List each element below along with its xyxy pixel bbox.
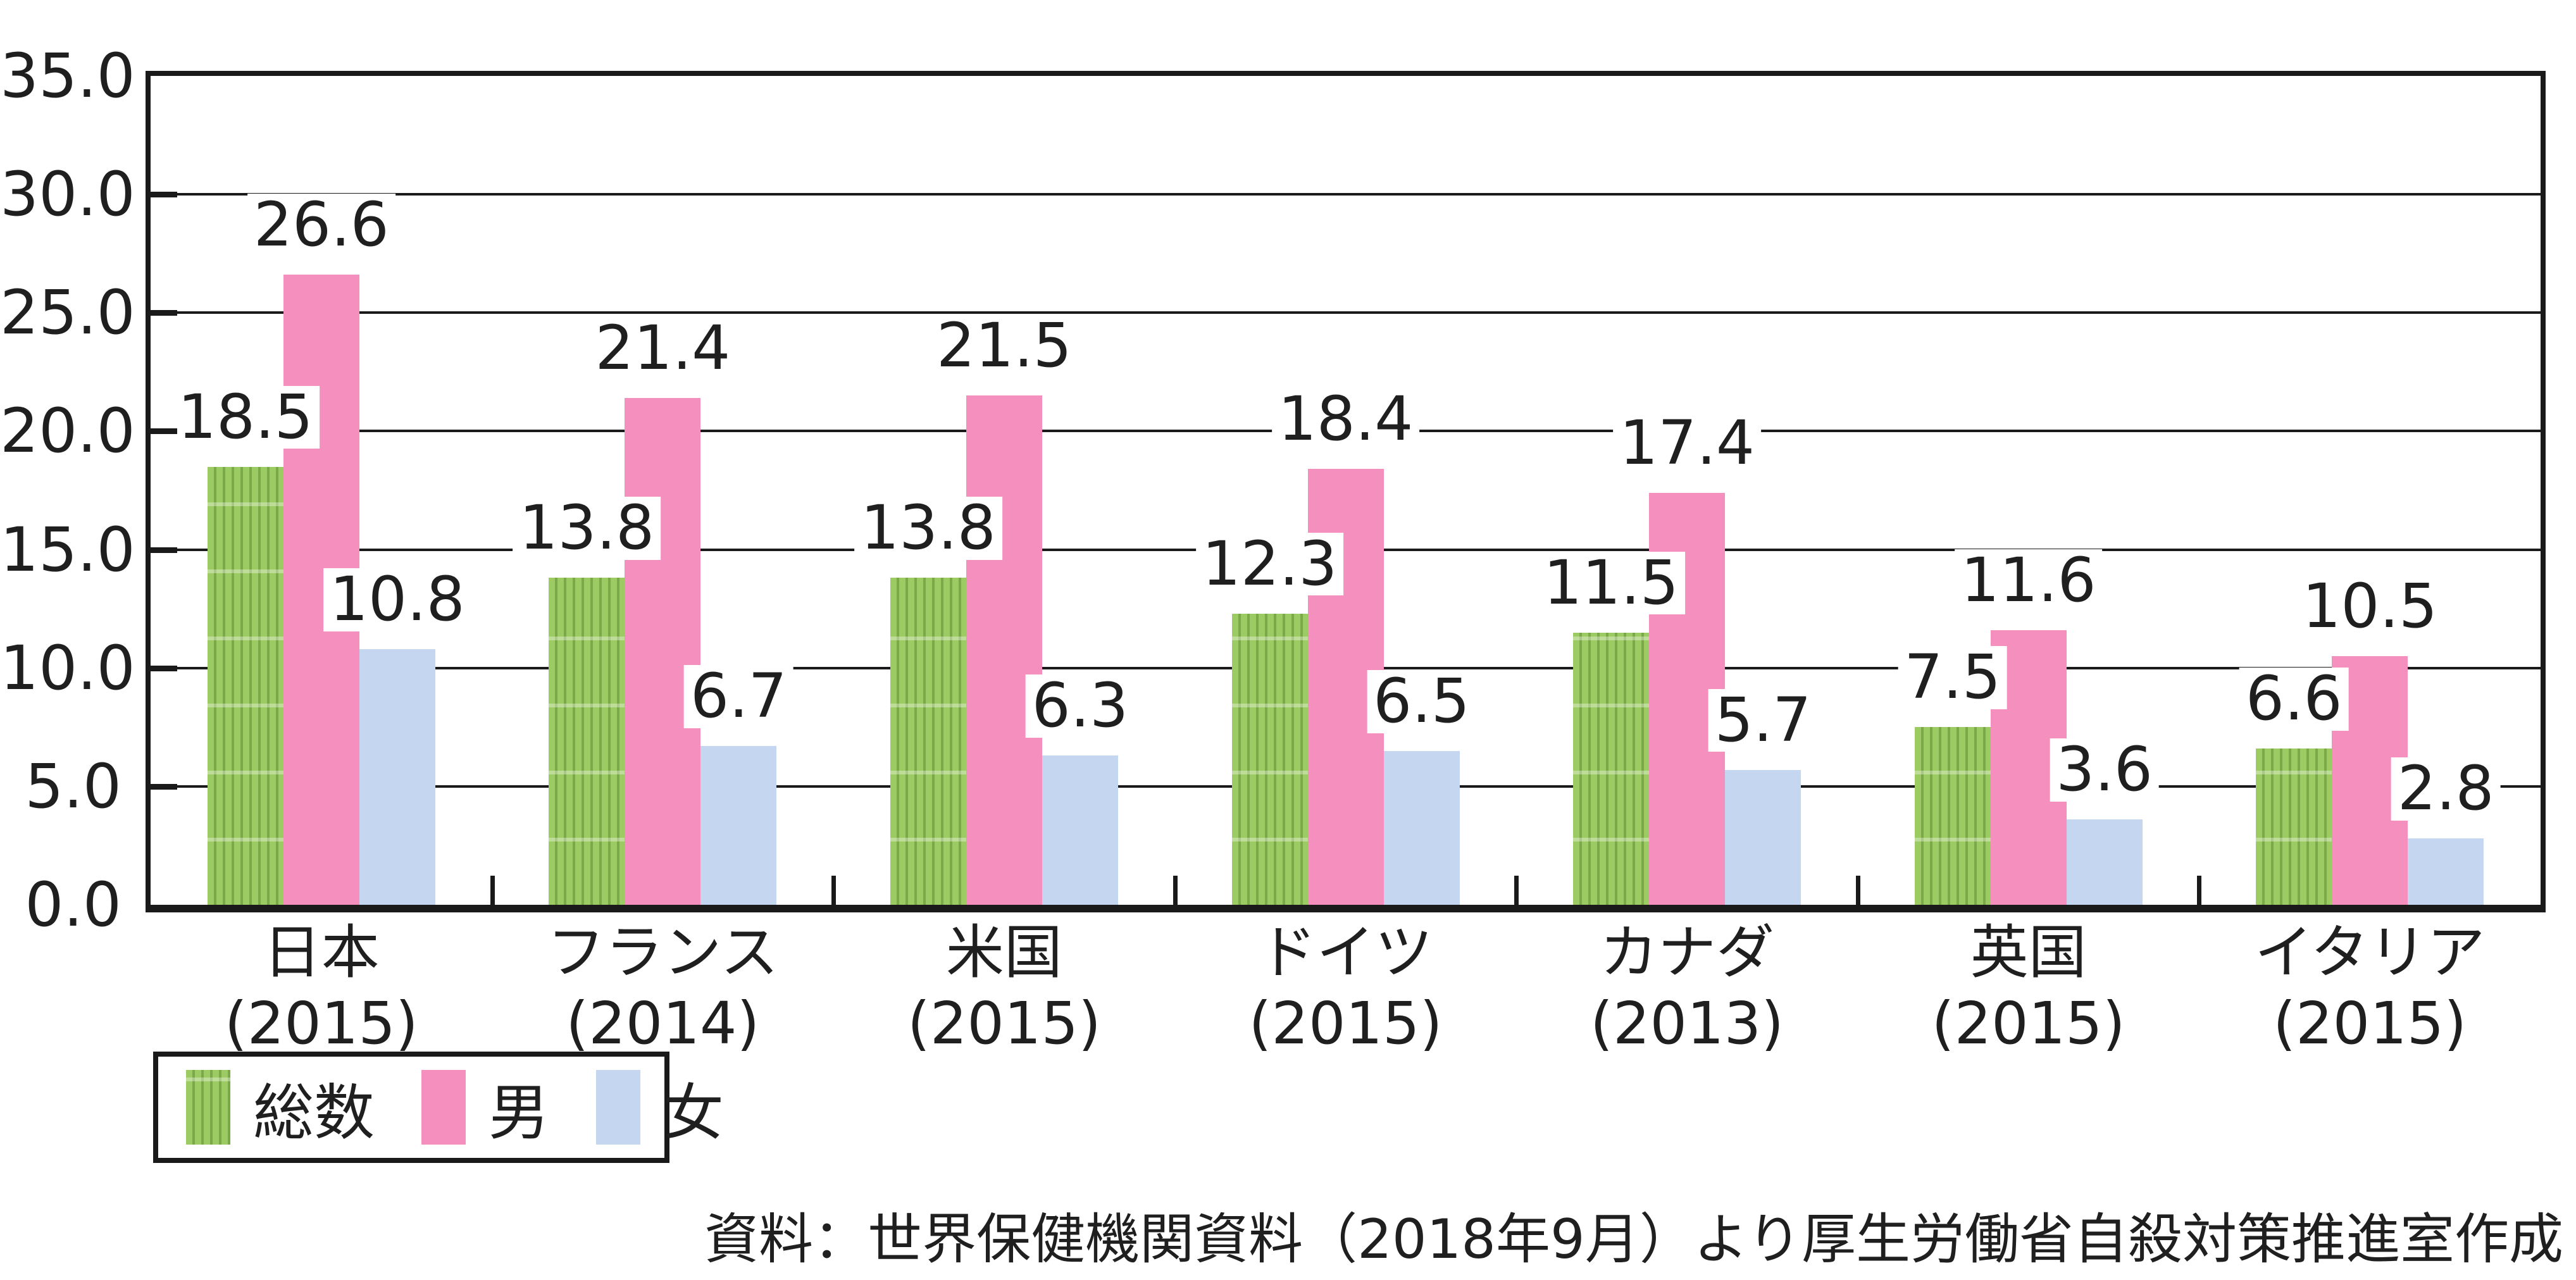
x-axis-tick [1855, 876, 1860, 905]
category-year-label: (2015) [907, 990, 1101, 1057]
bar-value-label: 26.6 [247, 194, 395, 258]
y-axis-tick-label: 25.0 [0, 277, 135, 349]
y-axis-tick-label: 20.0 [0, 395, 135, 467]
bar-value-label: 7.5 [1898, 645, 2007, 710]
y-axis-tick-label: 10.0 [0, 632, 135, 704]
legend-label-女: 女 [663, 1077, 724, 1148]
x-axis-tick [1514, 876, 1519, 905]
y-axis-tick-label: 35.0 [0, 40, 135, 111]
bar-value-label: 13.8 [513, 497, 661, 561]
bar-総数 [549, 578, 625, 905]
bar-value-label: 6.3 [1025, 674, 1135, 738]
y-axis-tick [151, 665, 177, 671]
bar-value-label: 2.8 [2391, 757, 2501, 821]
bar-女 [2066, 819, 2143, 905]
bar-value-label: 12.3 [1195, 532, 1344, 596]
bar-value-label: 21.5 [930, 314, 1078, 378]
y-axis-tick [151, 428, 177, 435]
bar-女 [2408, 838, 2484, 905]
category-year-label: (2015) [1931, 990, 2125, 1057]
legend-swatch-女 [596, 1070, 640, 1145]
bar-女 [1383, 750, 1460, 905]
gridline [151, 311, 2541, 314]
category-year-label: (2015) [224, 990, 418, 1057]
category-year-label: (2015) [1248, 990, 1443, 1057]
category-year-label: (2015) [2273, 990, 2467, 1057]
x-axis-tick [490, 876, 495, 905]
bar-value-label: 17.4 [1613, 411, 1761, 475]
y-axis-tick-label: 5.0 [25, 750, 121, 822]
bar-女 [700, 746, 777, 905]
bar-value-label: 10.5 [2296, 575, 2444, 638]
bar-value-label: 6.5 [1367, 669, 1476, 733]
bar-総数 [207, 466, 283, 905]
bar-value-label: 10.8 [323, 568, 471, 631]
category-year-label: (2013) [1590, 990, 1784, 1057]
bar-value-label: 6.7 [684, 664, 793, 729]
bar-value-label: 11.5 [1537, 551, 1685, 615]
bar-value-label: 13.8 [854, 497, 1002, 561]
legend-swatch-男 [421, 1070, 466, 1145]
y-axis-tick [151, 783, 177, 790]
bar-総数 [1231, 613, 1308, 905]
category-year-label: (2014) [566, 990, 760, 1057]
bar-男 [966, 395, 1042, 905]
bar-value-label: 18.5 [171, 385, 320, 449]
y-axis-tick [151, 192, 177, 198]
bar-女 [1725, 769, 1801, 905]
x-axis-tick [831, 876, 837, 905]
x-axis-tick [2197, 876, 2202, 905]
bar-総数 [890, 578, 966, 905]
y-axis-tick-label: 15.0 [0, 514, 135, 585]
bar-value-label: 18.4 [1271, 387, 1420, 452]
y-axis-tick [151, 310, 177, 316]
legend-label-男: 男 [488, 1077, 549, 1148]
bar-value-label: 11.6 [1954, 549, 2103, 612]
category-label: ドイツ [1258, 919, 1433, 986]
category-label: イタリア [2255, 919, 2486, 986]
bar-男 [625, 398, 701, 905]
bar-総数 [1573, 632, 1650, 905]
category-label: 米国 [945, 919, 1062, 986]
bar-value-label: 5.7 [1708, 688, 1818, 752]
bar-value-label: 6.6 [2239, 667, 2349, 731]
category-label: フランス [547, 919, 779, 986]
legend: 総数 男 女 [153, 1052, 724, 1163]
legend-label-総数: 総数 [253, 1077, 375, 1148]
y-axis-tick-label: 0.0 [25, 869, 121, 940]
y-axis-tick-label: 30.0 [0, 159, 135, 230]
bar-value-label: 21.4 [588, 316, 737, 380]
bar-女 [1042, 755, 1118, 905]
category-label: 日本 [263, 919, 380, 986]
source-note: 資料：世界保健機関資料（2018年9月）より厚生労働省自殺対策推進室作成 [704, 1208, 2563, 1271]
bar-総数 [2256, 748, 2332, 905]
bar-value-label: 3.6 [2050, 738, 2159, 802]
legend-swatch-総数 [186, 1070, 230, 1145]
category-label: カナダ [1600, 919, 1775, 986]
x-axis-tick [1173, 876, 1178, 905]
bar-女 [359, 649, 435, 905]
bar-総数 [1914, 727, 1991, 905]
gridline [151, 193, 2541, 196]
category-label: 英国 [1970, 919, 2087, 986]
y-axis-tick [151, 547, 177, 553]
